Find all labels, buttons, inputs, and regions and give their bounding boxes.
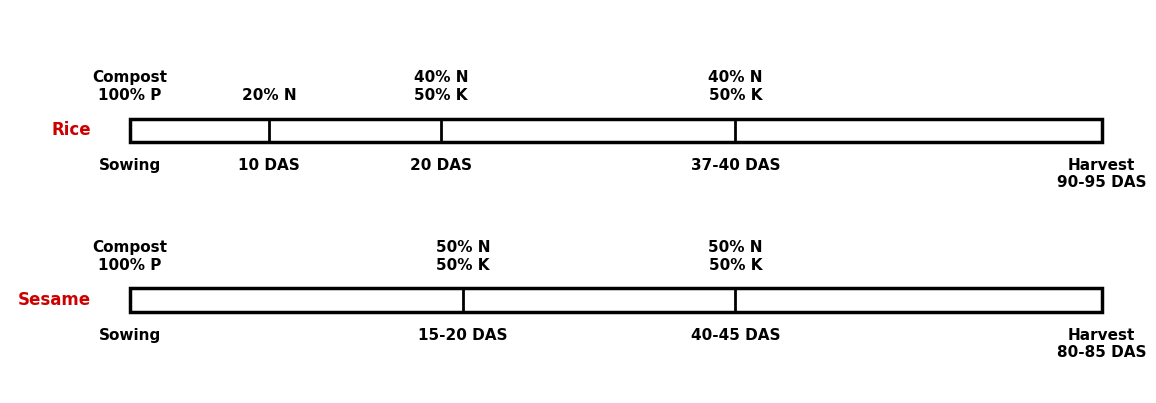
Text: Compost
100% P: Compost 100% P: [92, 71, 168, 103]
Text: 10 DAS: 10 DAS: [238, 158, 299, 173]
FancyBboxPatch shape: [131, 288, 1102, 312]
Text: 15-20 DAS: 15-20 DAS: [418, 328, 507, 343]
Text: 40-45 DAS: 40-45 DAS: [690, 328, 780, 343]
Text: 37-40 DAS: 37-40 DAS: [690, 158, 780, 173]
FancyBboxPatch shape: [131, 118, 1102, 142]
Text: Sowing: Sowing: [99, 328, 161, 343]
Text: Harvest
90-95 DAS: Harvest 90-95 DAS: [1057, 158, 1147, 191]
Text: 50% N
50% K: 50% N 50% K: [436, 240, 490, 272]
Text: Sesame: Sesame: [18, 291, 91, 309]
Text: 50% N
50% K: 50% N 50% K: [707, 240, 763, 272]
Text: Harvest
80-85 DAS: Harvest 80-85 DAS: [1057, 328, 1147, 360]
Text: 40% N
50% K: 40% N 50% K: [414, 71, 468, 103]
Text: 40% N
50% K: 40% N 50% K: [707, 71, 763, 103]
Text: 20% N: 20% N: [242, 88, 296, 103]
Text: Sowing: Sowing: [99, 158, 161, 173]
Text: Rice: Rice: [52, 121, 91, 139]
Text: Compost
100% P: Compost 100% P: [92, 240, 168, 272]
Text: 20 DAS: 20 DAS: [410, 158, 472, 173]
